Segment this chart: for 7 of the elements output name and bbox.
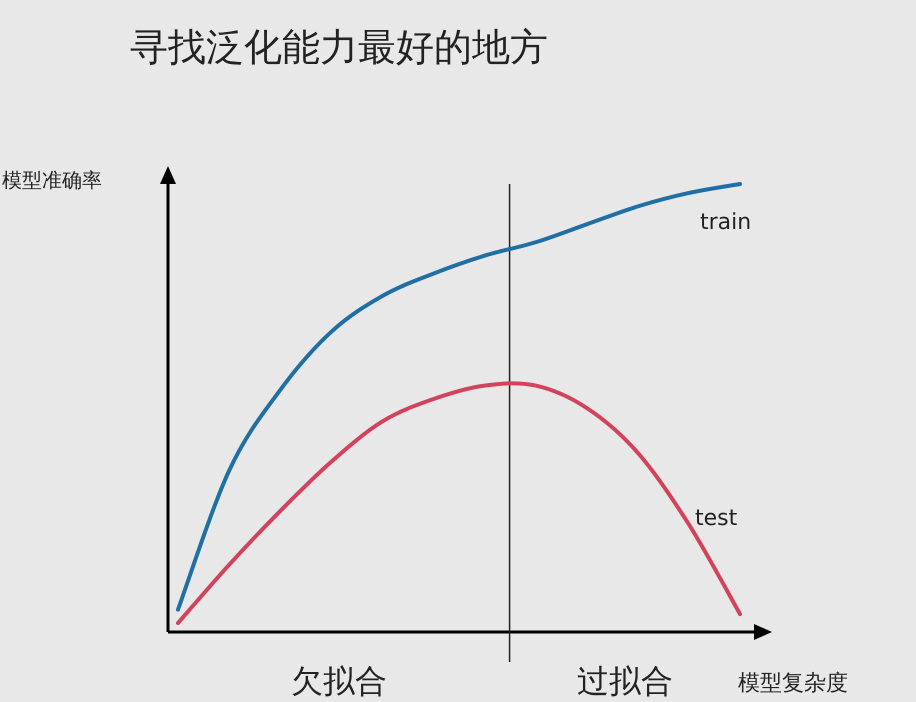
x-axis-title: 模型复杂度	[738, 671, 848, 696]
y-axis-title: 模型准确率	[2, 168, 102, 192]
chart-title: 寻找泛化能力最好的地方	[130, 25, 548, 69]
text: 过拟合	[576, 662, 673, 700]
series-label: train	[700, 210, 752, 235]
series-label: test	[695, 506, 738, 531]
text: 欠拟合	[290, 662, 387, 700]
